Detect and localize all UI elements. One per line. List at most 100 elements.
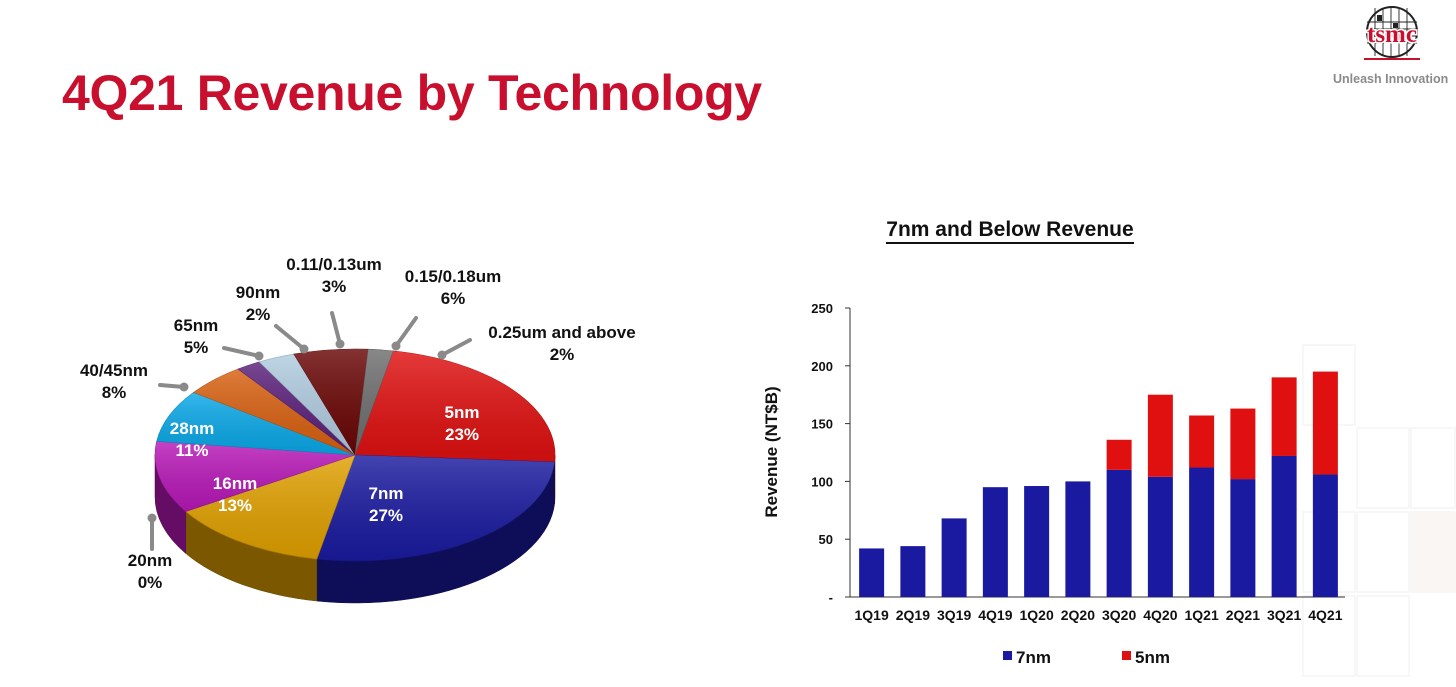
pie-callout-65nm: 65nm 5%: [174, 316, 264, 361]
bar-5nm-4Q21: [1312, 371, 1338, 475]
x-tick-label: 4Q20: [1143, 607, 1177, 623]
bar-7nm-3Q19: [941, 518, 967, 597]
x-tick-label: 2Q19: [896, 607, 930, 623]
pie-label-name-16nm: 16nm: [213, 474, 257, 493]
pie-callout-0-11-0-13um: 0.11/0.13um 3%: [286, 255, 382, 349]
x-tick-label: 1Q20: [1020, 607, 1054, 623]
bar-5nm-4Q20: [1147, 394, 1173, 477]
pie-leader-dot: [147, 513, 157, 523]
bar-5nm-3Q20: [1106, 439, 1132, 470]
pie-label-16nm: 16nm 13%: [213, 474, 257, 515]
pie-leader-line: [274, 324, 306, 351]
pie-label-value-28nm: 11%: [175, 441, 208, 460]
pie-label-value-16nm: 13%: [218, 496, 252, 515]
pie-leader-line: [222, 346, 261, 358]
y-tick-label: 250: [811, 301, 833, 316]
x-tick-label: 3Q19: [937, 607, 971, 623]
pie-label-value-20nm: 0%: [138, 573, 163, 592]
bar-7nm-3Q21: [1271, 455, 1297, 597]
x-tick-label: 2Q21: [1226, 607, 1260, 623]
legend-item-5nm: 5nm: [1122, 648, 1170, 667]
pie-label-name-20nm: 20nm: [128, 551, 172, 570]
pie-leader-dot: [254, 351, 264, 361]
legend-label: 7nm: [1016, 648, 1051, 667]
pie-leader-line: [440, 338, 472, 357]
pie-slice-16nm: [185, 454, 356, 560]
x-tick-label: 1Q19: [855, 607, 889, 623]
tsmc-logo: tsmc: [1364, 6, 1420, 60]
y-tick-label: 100: [811, 474, 833, 489]
bar-7nm-3Q20: [1106, 469, 1132, 597]
bar-chart-title: 7nm and Below Revenue: [820, 218, 1200, 244]
pie-leader-line: [394, 316, 418, 348]
bar-7nm-1Q20: [1024, 486, 1050, 597]
bar-7nm-2Q21: [1230, 479, 1256, 597]
pie-label-value-0-25um-and-above: 2%: [550, 345, 575, 364]
pie-slice-40-45nm: [156, 392, 356, 456]
pie-leader-dot: [437, 350, 447, 360]
x-tick-label: 1Q21: [1185, 607, 1219, 623]
bar-chart: - 50 100 150 200 250 Revenue (NT$B) 1Q19 2Q19 3Q1…: [762, 301, 1345, 667]
pie-slice-5nm: [354, 350, 556, 463]
pie-slice-0-15-0-18um: [293, 348, 369, 456]
y-tick-label: -: [829, 590, 833, 605]
x-tick-label: 3Q21: [1267, 607, 1301, 623]
legend-swatch: [1122, 651, 1131, 660]
pie-label-name-7nm: 7nm: [369, 484, 404, 503]
pie-callout-0-15-0-18um: 0.15/0.18um 6%: [391, 267, 501, 351]
pie-leader-dot: [299, 344, 309, 354]
pie-callout-20nm: 20nm 0%: [128, 513, 172, 592]
pie-label-name-40-45nm: 40/45nm: [80, 361, 148, 380]
bar-5nm-2Q21: [1230, 408, 1256, 480]
pie-label-name-0-25um-and-above: 0.25um and above: [488, 323, 635, 342]
bar-7nm-2Q19: [900, 546, 926, 597]
pie-label-value-7nm: 27%: [369, 506, 403, 525]
pie-label-value-90nm: 2%: [246, 305, 271, 324]
pie-label-name-0-11-0-13um: 0.11/0.13um: [286, 255, 381, 274]
pie-callout-0-25um-and-above: 0.25um and above 2%: [437, 323, 636, 364]
pie-leader-line: [330, 311, 342, 346]
bar-7nm-4Q21: [1312, 474, 1338, 597]
bar-7nm-4Q20: [1147, 476, 1173, 597]
x-tick-label: 3Q20: [1102, 607, 1136, 623]
pie-label-name-90nm: 90nm: [236, 283, 280, 302]
bar-7nm-2Q20: [1065, 481, 1091, 597]
pie-label-value-0-11-0-13um: 3%: [322, 277, 347, 296]
bar-7nm-1Q19: [859, 548, 885, 597]
pie-callout-40-45nm: 40/45nm 8%: [80, 361, 189, 402]
x-tick-label: 4Q21: [1308, 607, 1342, 623]
pie-slice-7nm: [316, 454, 555, 562]
y-tick-label: 150: [811, 417, 833, 432]
wafer-icon: [1366, 6, 1418, 58]
pie-label-name-65nm: 65nm: [174, 316, 218, 335]
logo-tagline: Unleash Innovation: [1333, 72, 1449, 86]
pie-slice-28nm: [154, 441, 356, 512]
bar-5nm-1Q21: [1189, 415, 1215, 468]
logo-wordmark: tsmc: [1367, 21, 1417, 48]
pie-label-name-28nm: 28nm: [170, 419, 214, 438]
legend-label: 5nm: [1135, 648, 1170, 667]
pie-label-value-65nm: 5%: [184, 338, 209, 357]
pie-leader-dot: [179, 382, 189, 392]
page-title: 4Q21 Revenue by Technology: [62, 65, 762, 121]
bar-5nm-3Q21: [1271, 377, 1297, 456]
x-tick-label: 2Q20: [1061, 607, 1095, 623]
pie-callout-90nm: 90nm 2%: [236, 283, 309, 354]
pie-label-name-5nm: 5nm: [445, 403, 480, 422]
pie-leader-dot: [335, 339, 345, 349]
legend-swatch: [1003, 651, 1012, 660]
pie-leader-dot: [391, 341, 401, 351]
pie-label-value-5nm: 23%: [445, 425, 479, 444]
bar-7nm-4Q19: [982, 487, 1008, 597]
x-tick-label: 4Q19: [978, 607, 1012, 623]
pie-label-value-0-15-0-18um: 6%: [441, 289, 466, 308]
y-tick-label: 200: [811, 359, 833, 374]
y-axis-label: Revenue (NT$B): [762, 386, 781, 517]
bar-7nm-1Q21: [1189, 467, 1215, 597]
pie-label-value-40-45nm: 8%: [102, 383, 127, 402]
y-tick-label: 50: [819, 532, 833, 547]
pie-chart: 5nm23%7nm27%16nm13%20nm0%28nm11%40/45nm8…: [80, 255, 636, 604]
pie-label-name-0-15-0-18um: 0.15/0.18um: [405, 267, 501, 286]
